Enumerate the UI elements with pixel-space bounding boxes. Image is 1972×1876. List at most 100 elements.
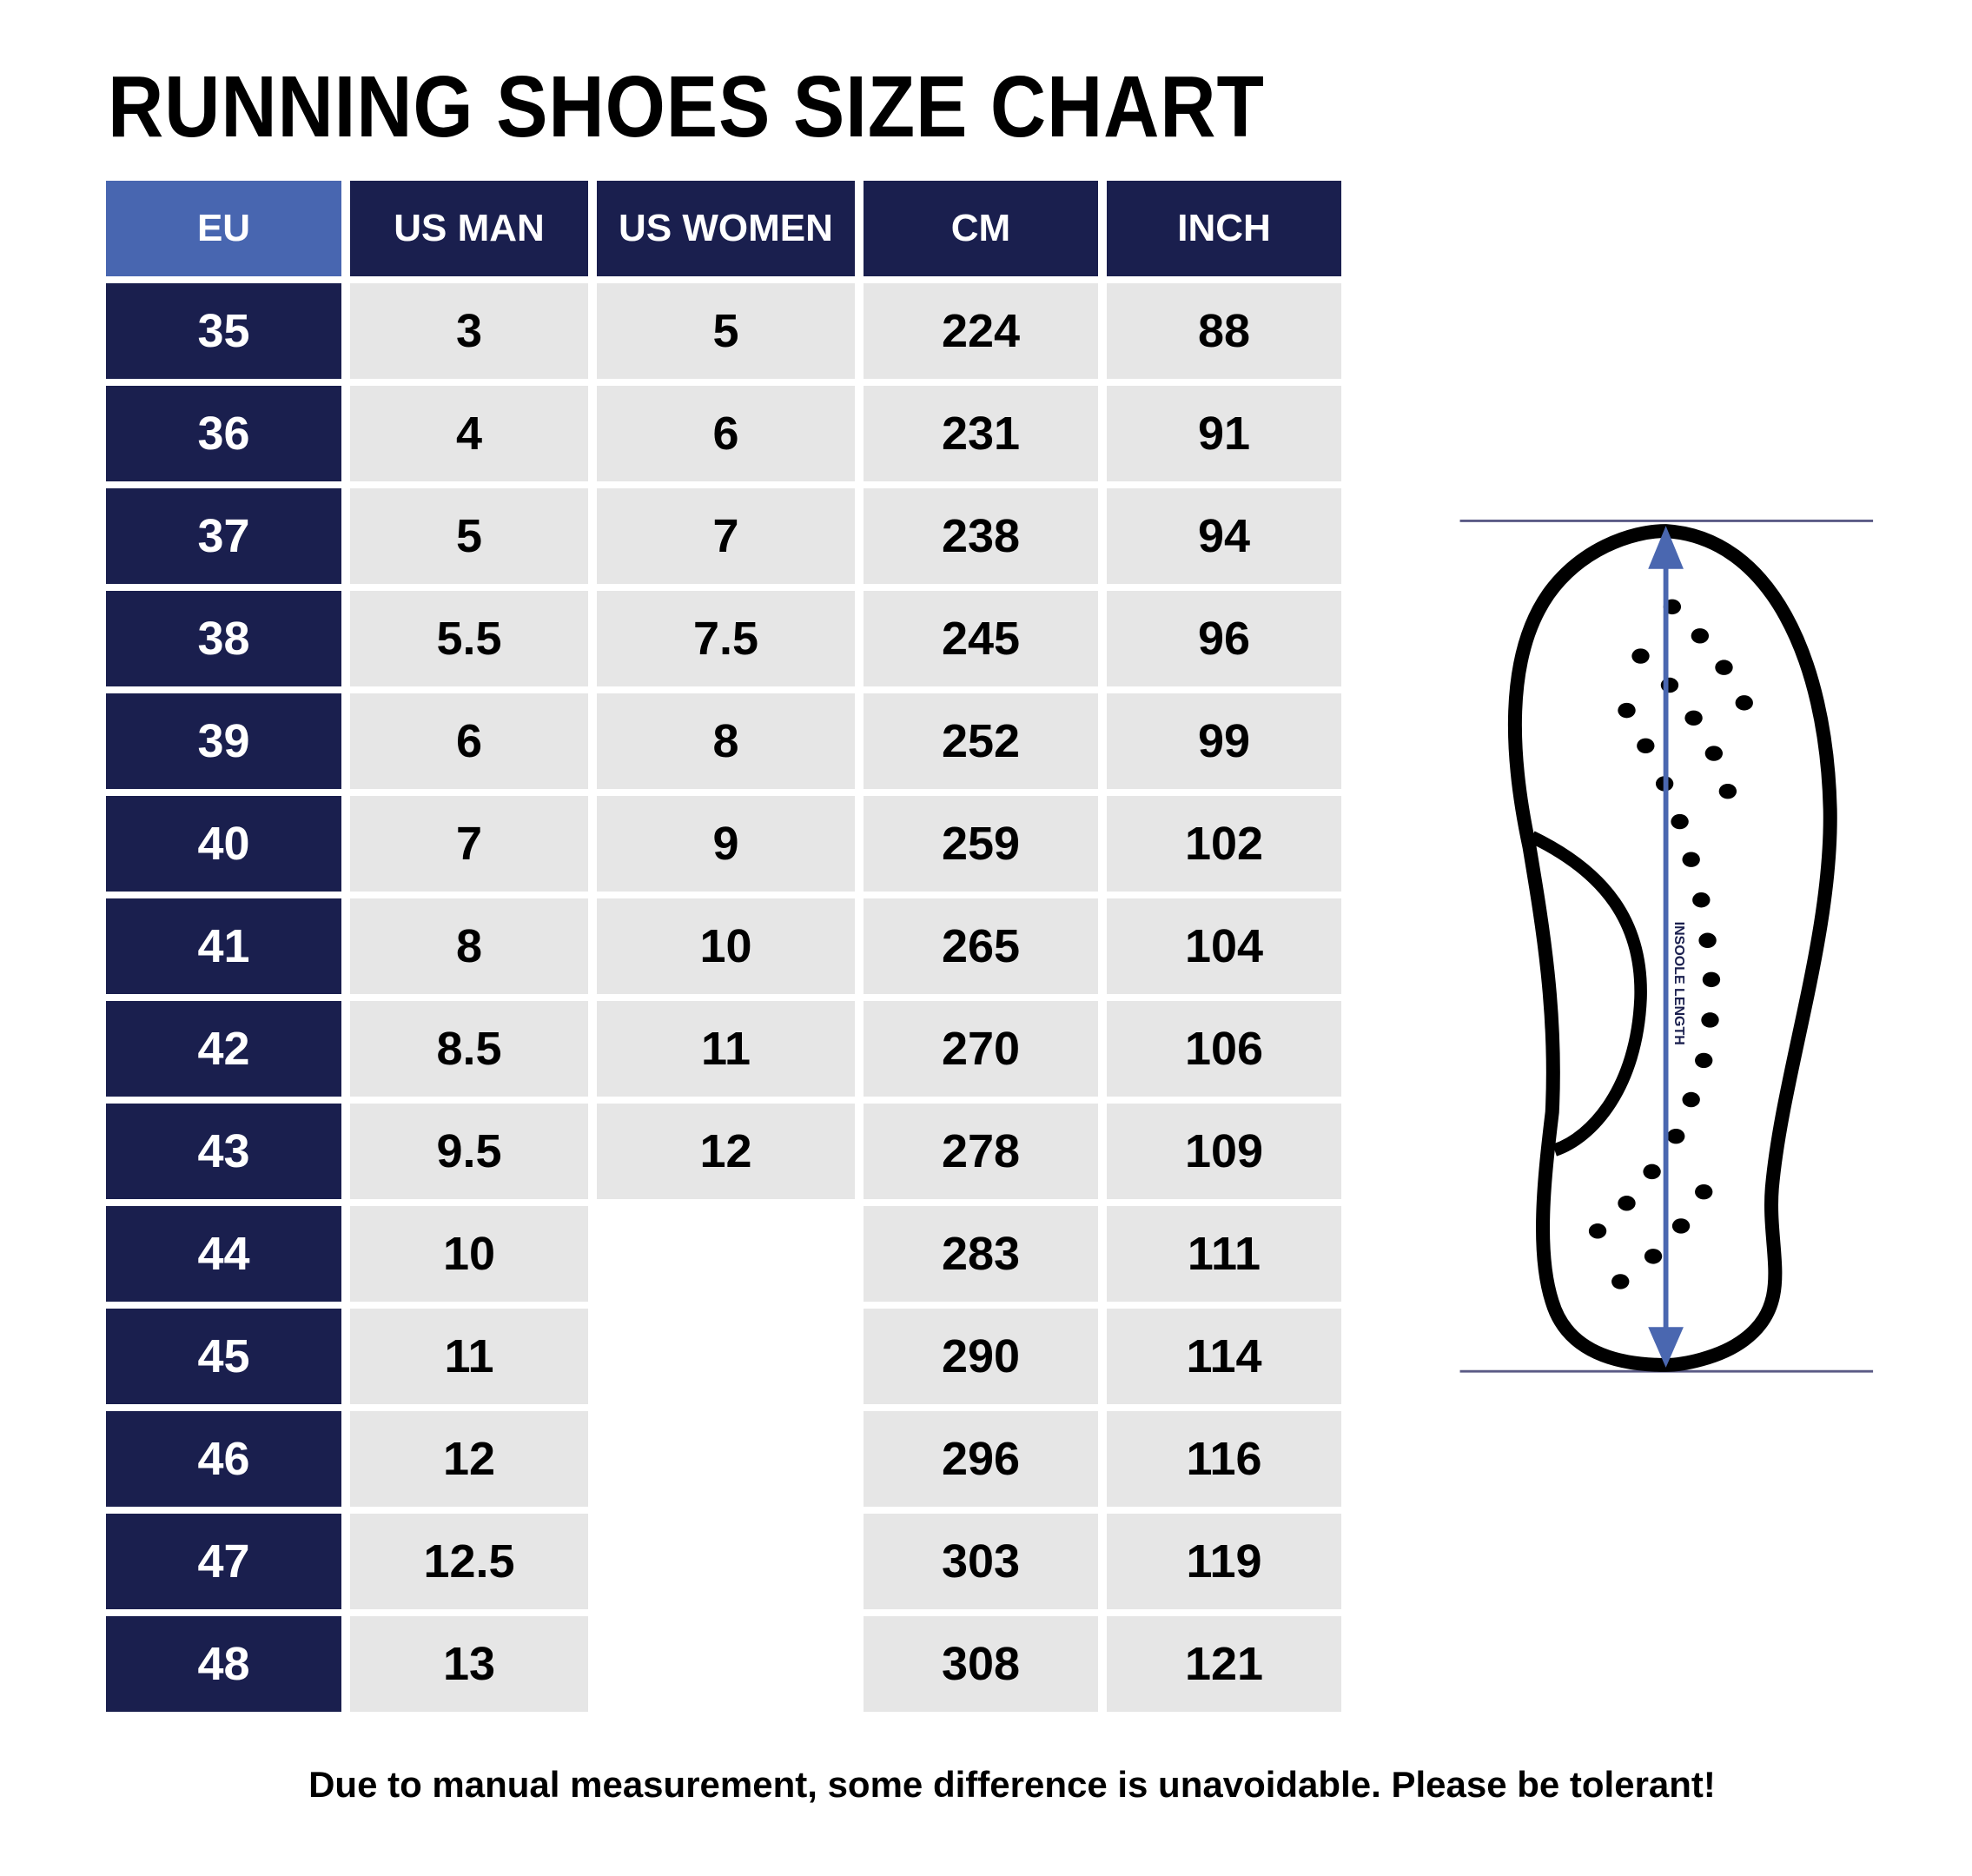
- table-cell: 6: [350, 693, 588, 789]
- table-cell: 106: [1107, 1001, 1341, 1097]
- insole-dot: [1618, 1196, 1636, 1211]
- table-cell: 224: [864, 283, 1098, 379]
- table-cell: 5.5: [350, 591, 588, 686]
- insole-dot: [1682, 852, 1700, 867]
- table-cell: 296: [864, 1411, 1098, 1507]
- insole-dot: [1667, 1128, 1685, 1144]
- table-cell: 8: [597, 693, 855, 789]
- table-cell: 40: [106, 796, 341, 892]
- table-cell: 46: [106, 1411, 341, 1507]
- table-cell: 102: [1107, 796, 1341, 892]
- table-cell: 3: [350, 283, 588, 379]
- insole-dot: [1691, 628, 1710, 644]
- table-cell: 265: [864, 898, 1098, 994]
- arrow-up-icon: [1648, 526, 1684, 569]
- column-header: US MAN: [350, 181, 588, 276]
- empty-cell: [597, 1206, 855, 1302]
- table-cell: 283: [864, 1206, 1098, 1302]
- empty-cell: [597, 1309, 855, 1404]
- page-title: RUNNING SHOES SIZE CHART: [108, 58, 1265, 156]
- table-cell: 8: [350, 898, 588, 994]
- insole-dot: [1735, 695, 1753, 711]
- arrow-down-icon: [1648, 1327, 1684, 1368]
- shoe-insole-icon: INSOOLE LENGTH: [1459, 519, 1874, 1373]
- table-cell: 308: [864, 1616, 1098, 1712]
- table-cell: 88: [1107, 283, 1341, 379]
- table-cell: 303: [864, 1514, 1098, 1609]
- table-cell: 10: [350, 1206, 588, 1302]
- column-header: CM: [864, 181, 1098, 276]
- table-cell: 48: [106, 1616, 341, 1712]
- table-cell: 119: [1107, 1514, 1341, 1609]
- empty-cell: [597, 1514, 855, 1609]
- table-cell: 290: [864, 1309, 1098, 1404]
- table-cell: 259: [864, 796, 1098, 892]
- insole-dot: [1695, 1052, 1713, 1069]
- table-cell: 5: [350, 488, 588, 584]
- column-header: INCH: [1107, 181, 1341, 276]
- table-cell: 7: [350, 796, 588, 892]
- insole-dot: [1715, 660, 1733, 675]
- insole-dot: [1671, 1218, 1691, 1234]
- table-cell: 45: [106, 1309, 341, 1404]
- insole-dot: [1631, 648, 1650, 664]
- table-cell: 91: [1107, 386, 1341, 481]
- insole-dot: [1644, 1249, 1663, 1264]
- insole-dot: [1682, 1091, 1700, 1108]
- table-cell: 11: [350, 1309, 588, 1404]
- table-cell: 37: [106, 488, 341, 584]
- insole-dot: [1643, 1163, 1661, 1180]
- table-cell: 111: [1107, 1206, 1341, 1302]
- empty-cell: [597, 1411, 855, 1507]
- table-cell: 39: [106, 693, 341, 789]
- insole-length-label: INSOOLE LENGTH: [1671, 922, 1686, 1045]
- insole-dot: [1695, 1183, 1713, 1200]
- table-cell: 11: [597, 1001, 855, 1097]
- column-header: EU: [106, 181, 341, 276]
- table-cell: 5: [597, 283, 855, 379]
- insole-dot: [1671, 813, 1689, 830]
- insole-outline: [1507, 524, 1837, 1372]
- table-cell: 4: [350, 386, 588, 481]
- insole-dot: [1692, 892, 1711, 908]
- insole-dot: [1588, 1223, 1607, 1239]
- table-cell: 104: [1107, 898, 1341, 994]
- insole-dot: [1698, 932, 1717, 948]
- table-cell: 238: [864, 488, 1098, 584]
- table-cell: 94: [1107, 488, 1341, 584]
- table-cell: 96: [1107, 591, 1341, 686]
- insole-dot: [1702, 971, 1721, 988]
- table-cell: 13: [350, 1616, 588, 1712]
- insole-dot: [1701, 1012, 1719, 1028]
- table-cell: 7.5: [597, 591, 855, 686]
- footer-note: Due to manual measurement, some differen…: [308, 1764, 1716, 1805]
- table-cell: 7: [597, 488, 855, 584]
- insole-dot: [1704, 746, 1724, 761]
- table-cell: 9.5: [350, 1104, 588, 1199]
- table-cell: 231: [864, 386, 1098, 481]
- insole-dot: [1718, 783, 1737, 799]
- table-cell: 36: [106, 386, 341, 481]
- table-cell: 114: [1107, 1309, 1341, 1404]
- table-cell: 38: [106, 591, 341, 686]
- table-cell: 47: [106, 1514, 341, 1609]
- table-cell: 43: [106, 1104, 341, 1199]
- table-cell: 278: [864, 1104, 1098, 1199]
- size-chart-table: EU US MAN US WOMEN CM INCH 35 3 5 224 88 36 4 6 231 91…: [106, 181, 1341, 1712]
- table-cell: 12: [597, 1104, 855, 1199]
- table-cell: 6: [597, 386, 855, 481]
- table-cell: 245: [864, 591, 1098, 686]
- table-cell: 44: [106, 1206, 341, 1302]
- column-header: US WOMEN: [597, 181, 855, 276]
- table-cell: 109: [1107, 1104, 1341, 1199]
- table-cell: 42: [106, 1001, 341, 1097]
- table-cell: 12.5: [350, 1514, 588, 1609]
- table-cell: 121: [1107, 1616, 1341, 1712]
- table-cell: 41: [106, 898, 341, 994]
- table-cell: 12: [350, 1411, 588, 1507]
- insole-dot: [1684, 710, 1703, 726]
- insole-dot: [1618, 702, 1636, 719]
- table-cell: 10: [597, 898, 855, 994]
- table-cell: 99: [1107, 693, 1341, 789]
- empty-cell: [597, 1616, 855, 1712]
